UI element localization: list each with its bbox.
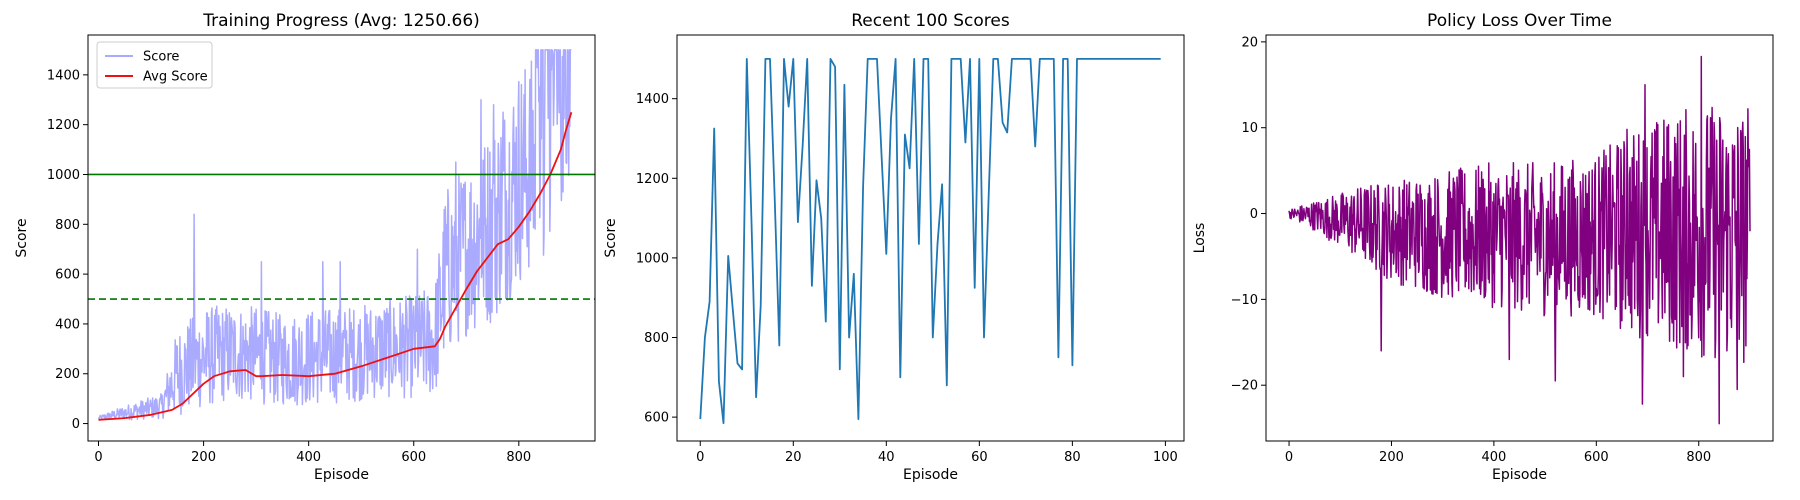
chart-title: Training Progress (Avg: 1250.66)	[202, 11, 480, 31]
x-tick-label: 80	[1064, 450, 1081, 465]
legend-entry: Score	[143, 50, 179, 65]
y-tick-label: 1400	[636, 92, 669, 107]
y-tick-label: 600	[55, 268, 80, 283]
series-line-avg-score	[98, 111, 573, 421]
axes-frame	[87, 34, 596, 442]
series-line-line	[1288, 55, 1751, 425]
x-tick-label: 200	[1379, 450, 1404, 465]
chart-title: Policy Loss Over Time	[1427, 11, 1612, 31]
axes-frame	[1265, 34, 1774, 442]
y-tick-label: −20	[1231, 379, 1258, 394]
y-tick-label: 20	[1241, 35, 1258, 50]
x-tick-label: 100	[1153, 450, 1178, 465]
plot-area	[699, 58, 1161, 424]
y-tick-label: 200	[55, 367, 80, 382]
chart-title: Recent 100 Scores	[851, 11, 1010, 31]
x-axis-label: Episode	[1492, 467, 1547, 483]
x-tick-label: 20	[785, 450, 802, 465]
y-tick-label: 400	[55, 317, 80, 332]
chart-3: 0 200 400 600 800 −20 −10 0 10 20 Policy Loss Over…	[1192, 11, 1774, 483]
chart-2: 0 20 40 60 80 100 600 800 1000 1200 1400 Recent 100…	[603, 11, 1185, 483]
y-tick-label: 800	[55, 218, 80, 233]
legend: Score Avg Score	[96, 41, 213, 89]
x-axis-label: Episode	[903, 467, 958, 483]
x-tick-label: 40	[878, 450, 895, 465]
x-tick-label: 0	[1285, 450, 1293, 465]
legend-entry: Avg Score	[143, 70, 208, 85]
x-axis-label: Episode	[314, 467, 369, 483]
y-axis-label: Score	[14, 218, 30, 257]
x-tick-label: 0	[94, 450, 102, 465]
series-line-score	[97, 49, 572, 421]
x-tick-label: 600	[401, 450, 426, 465]
x-tick-label: 400	[296, 450, 321, 465]
y-tick-label: 1200	[636, 172, 669, 187]
y-tick-label: 1200	[47, 118, 80, 133]
y-tick-label: 10	[1241, 121, 1258, 136]
chart-1: 0 200 400 600 800 0 200 400 600 800 1000 1200 1400 Tr…	[14, 11, 596, 483]
y-tick-label: 0	[1250, 207, 1258, 222]
x-tick-label: 60	[971, 450, 988, 465]
plot-area	[1288, 55, 1751, 425]
y-tick-label: 1400	[47, 68, 80, 83]
y-tick-label: 600	[644, 411, 669, 426]
x-tick-label: 0	[696, 450, 704, 465]
plot-area	[88, 49, 595, 421]
y-tick-label: 0	[72, 417, 80, 432]
axes-frame	[676, 34, 1185, 442]
y-tick-label: 800	[644, 331, 669, 346]
x-tick-label: 400	[1481, 450, 1506, 465]
y-tick-label: 1000	[47, 168, 80, 183]
x-tick-label: 200	[191, 450, 216, 465]
y-tick-label: 1000	[636, 251, 669, 266]
y-tick-label: −10	[1231, 293, 1258, 308]
y-axis-label: Loss	[1192, 223, 1208, 254]
y-axis-label: Score	[603, 218, 619, 257]
x-tick-label: 600	[1584, 450, 1609, 465]
x-tick-label: 800	[1686, 450, 1711, 465]
series-line-line	[699, 58, 1161, 424]
x-tick-label: 800	[506, 450, 531, 465]
